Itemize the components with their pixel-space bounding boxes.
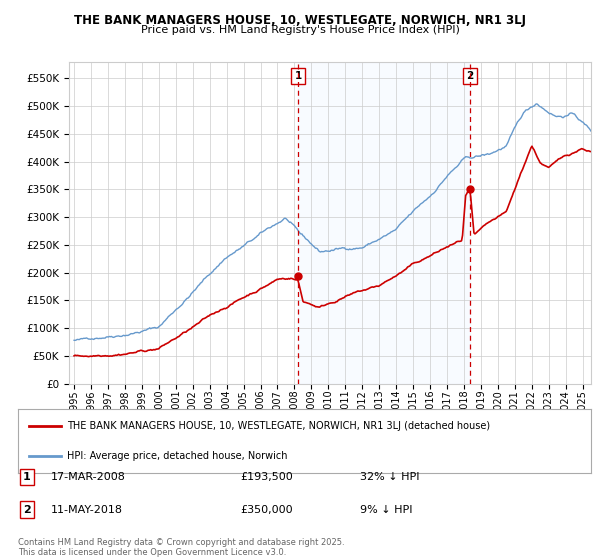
- Bar: [298, 62, 470, 384]
- Text: £350,000: £350,000: [240, 505, 293, 515]
- Text: THE BANK MANAGERS HOUSE, 10, WESTLEGATE, NORWICH, NR1 3LJ: THE BANK MANAGERS HOUSE, 10, WESTLEGATE,…: [74, 14, 526, 27]
- Text: £193,500: £193,500: [240, 472, 293, 482]
- Text: 17-MAR-2008: 17-MAR-2008: [51, 472, 126, 482]
- Text: 1: 1: [23, 472, 31, 482]
- Text: Contains HM Land Registry data © Crown copyright and database right 2025.
This d: Contains HM Land Registry data © Crown c…: [18, 538, 344, 557]
- Text: 9% ↓ HPI: 9% ↓ HPI: [360, 505, 413, 515]
- Text: 11-MAY-2018: 11-MAY-2018: [51, 505, 123, 515]
- Text: HPI: Average price, detached house, Norwich: HPI: Average price, detached house, Norw…: [67, 451, 287, 461]
- Text: Price paid vs. HM Land Registry's House Price Index (HPI): Price paid vs. HM Land Registry's House …: [140, 25, 460, 35]
- Text: THE BANK MANAGERS HOUSE, 10, WESTLEGATE, NORWICH, NR1 3LJ (detached house): THE BANK MANAGERS HOUSE, 10, WESTLEGATE,…: [67, 421, 490, 431]
- Text: 32% ↓ HPI: 32% ↓ HPI: [360, 472, 419, 482]
- Text: 2: 2: [23, 505, 31, 515]
- Text: 1: 1: [295, 71, 302, 81]
- Text: 2: 2: [466, 71, 473, 81]
